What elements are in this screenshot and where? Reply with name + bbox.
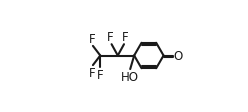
Text: F: F	[89, 67, 95, 80]
Text: F: F	[89, 32, 95, 45]
Text: F: F	[97, 69, 104, 82]
Text: F: F	[107, 31, 114, 44]
Text: HO: HO	[121, 71, 139, 83]
Text: O: O	[174, 50, 183, 62]
Text: F: F	[122, 31, 128, 44]
